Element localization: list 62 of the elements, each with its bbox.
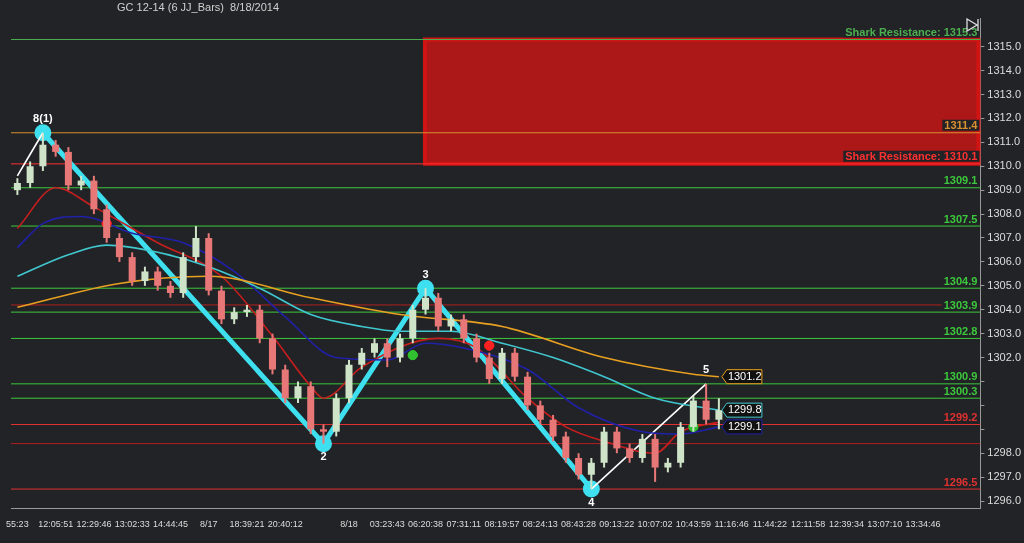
y-tick-label: 1296.0: [987, 494, 1022, 507]
y-tick-label: 1312.0: [987, 111, 1022, 124]
x-tick-label: 08:24:13: [522, 519, 558, 530]
x-tick-label: 12:29:46: [76, 519, 112, 530]
data-label: 1299.8: [727, 403, 762, 416]
y-tick-label: 1298.0: [987, 446, 1022, 459]
ref-line-label: 1302.8: [943, 324, 978, 337]
x-tick-label: 08:19:57: [484, 519, 520, 530]
ref-line-label: 1309.1: [943, 174, 978, 187]
ref-line-label: 1303.9: [943, 298, 978, 311]
y-tick-label: 1314.0: [987, 63, 1022, 76]
y-tick-label: 1307.0: [987, 231, 1022, 244]
x-tick-label: 10:43:59: [675, 519, 711, 530]
x-tick-label: 11:16:46: [714, 519, 749, 530]
y-tick-label: 1308.0: [987, 207, 1022, 220]
annotation: 5: [703, 363, 710, 376]
y-tick-label: 1305.0: [987, 278, 1022, 291]
x-tick-label: 12:39:34: [828, 519, 864, 530]
annotation: 3: [422, 267, 429, 280]
y-tick-label: 1297.0: [987, 470, 1022, 483]
x-tick-label: 14:44:45: [152, 519, 188, 530]
ref-line-label: 1300.3: [943, 384, 978, 397]
y-tick-label: 1313.0: [987, 87, 1022, 100]
y-tick-label: 1302.0: [987, 350, 1022, 363]
data-label: 1301.2: [727, 369, 762, 382]
y-tick-label: 1309.0: [987, 183, 1022, 196]
ref-line-label: Shark Resistance: 1315.3: [845, 26, 978, 39]
x-tick-label: 09:13:22: [599, 519, 635, 530]
x-tick-label: 12:11:58: [790, 519, 826, 530]
x-tick-label: 07:31:11: [446, 519, 481, 530]
x-tick-label: 13:02:33: [114, 519, 150, 530]
x-tick-label: 03:23:43: [369, 519, 405, 530]
ref-line-label: 1300.9: [943, 370, 978, 383]
ref-line-label: 1304.9: [943, 274, 978, 287]
x-tick-label: 8/17: [199, 519, 218, 530]
x-tick-label: 55:23: [6, 519, 29, 530]
x-tick-label: 18:39:21: [229, 519, 265, 530]
x-tick-label: 10:07:02: [637, 519, 673, 530]
data-label: 1299.1: [727, 419, 762, 432]
ref-line-label: 1307.5: [943, 212, 978, 225]
y-tick-label: 1315.0: [987, 39, 1022, 52]
y-tick-label: 1311.0: [987, 135, 1021, 148]
x-tick-label: 11:44:22: [752, 519, 788, 530]
x-tick-label: 13:07:10: [867, 519, 903, 530]
annotation: 2: [320, 450, 327, 463]
annotation: 4: [588, 495, 596, 508]
ref-line-label: 1299.2: [943, 411, 978, 424]
annotation: 8(1): [33, 112, 53, 125]
x-tick-label: 20:40:12: [267, 519, 303, 530]
y-tick-label: 1304.0: [987, 302, 1022, 315]
x-tick-label: 08:43:28: [561, 519, 597, 530]
x-tick-label: 13:34:46: [905, 519, 941, 530]
x-tick-label: 12:05:51: [38, 519, 74, 530]
ref-line-label: Shark Resistance: 1310.1: [845, 150, 978, 163]
y-tick-label: 1303.0: [987, 326, 1022, 339]
y-tick-label: 1306.0: [987, 254, 1022, 267]
ref-line-label: 1296.5: [943, 475, 978, 488]
chart-title: GC 12-14 (6 JJ_Bars) 8/18/2014: [117, 1, 280, 13]
x-tick-label: 8/18: [340, 519, 358, 530]
y-tick-label: 1310.0: [987, 159, 1022, 172]
ref-line-label: 1311.4: [944, 119, 979, 132]
x-tick-label: 06:20:38: [408, 519, 444, 530]
